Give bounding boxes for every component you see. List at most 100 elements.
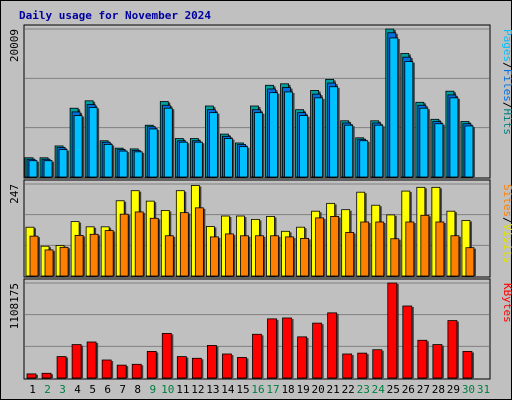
bar-visits-sites-24 bbox=[375, 221, 385, 277]
x-tick-label: 30 bbox=[462, 383, 475, 396]
bar-kbytes-kbytes-18 bbox=[282, 317, 292, 379]
bar-hits-pages-5 bbox=[88, 107, 98, 178]
bar-kbytes-kbytes-27 bbox=[417, 339, 428, 379]
legend-label: Pages bbox=[501, 29, 512, 62]
bar-hits-pages-11 bbox=[178, 141, 188, 178]
x-tick-label: 14 bbox=[221, 383, 235, 396]
bar-hits-pages-23 bbox=[359, 140, 369, 178]
bar-visits-sites-28 bbox=[435, 221, 445, 277]
bar-hits-pages-21 bbox=[329, 86, 339, 178]
bar-visits-sites-4 bbox=[74, 235, 84, 277]
bar-visits-sites-26 bbox=[405, 221, 415, 277]
x-tick-label: 2 bbox=[44, 383, 51, 396]
chart-title: Daily usage for November 2024 bbox=[19, 9, 211, 22]
bar-hits-pages-6 bbox=[103, 144, 113, 178]
bar-hits-pages-7 bbox=[118, 150, 128, 178]
x-tick-label: 15 bbox=[236, 383, 249, 396]
bar-kbytes-kbytes-10 bbox=[161, 333, 172, 379]
bar-kbytes-kbytes-24 bbox=[372, 349, 383, 379]
bar-visits-sites-15 bbox=[240, 235, 249, 277]
x-tick-label: 9 bbox=[149, 383, 156, 396]
bar-kbytes-kbytes-22 bbox=[342, 353, 353, 379]
bar-kbytes-kbytes-30 bbox=[462, 351, 473, 379]
panel-visits-legend: Sites/Visits bbox=[501, 184, 512, 264]
bar-hits-pages-25 bbox=[389, 37, 399, 178]
bar-kbytes-kbytes-21 bbox=[327, 312, 338, 379]
bar-kbytes-kbytes-3 bbox=[56, 356, 67, 379]
panel-kbytes-ymax-label: 1108175 bbox=[8, 283, 21, 329]
bar-kbytes-kbytes-11 bbox=[176, 356, 187, 379]
bar-visits-sites-13 bbox=[209, 236, 219, 277]
bar-hits-pages-12 bbox=[193, 141, 203, 178]
bar-hits-pages-14 bbox=[224, 138, 233, 178]
x-tick-label: 20 bbox=[312, 383, 325, 396]
x-tick-label: 27 bbox=[417, 383, 430, 396]
legend-label: KBytes bbox=[501, 283, 512, 323]
bar-kbytes-kbytes-8 bbox=[131, 363, 142, 379]
x-tick-label: 25 bbox=[387, 383, 400, 396]
bar-hits-pages-17 bbox=[269, 92, 278, 178]
panel-kbytes: 1108175 KBytes bbox=[8, 278, 512, 380]
legend-label: / bbox=[501, 102, 512, 109]
bar-visits-sites-27 bbox=[420, 214, 430, 277]
bar-visits-sites-2 bbox=[44, 249, 54, 277]
bar-hits-pages-1 bbox=[28, 160, 38, 178]
bar-hits-pages-4 bbox=[73, 115, 83, 178]
bar-visits-sites-1 bbox=[29, 235, 39, 277]
x-tick-label: 5 bbox=[89, 383, 96, 396]
bar-visits-sites-5 bbox=[89, 233, 99, 277]
x-tick-label: 12 bbox=[191, 383, 204, 396]
bar-kbytes-kbytes-25 bbox=[387, 282, 398, 379]
x-tick-label: 1 bbox=[29, 383, 36, 396]
bar-kbytes-kbytes-26 bbox=[402, 305, 413, 379]
x-tick-label: 6 bbox=[104, 383, 111, 396]
bar-visits-sites-16 bbox=[255, 235, 264, 277]
bar-hits-pages-10 bbox=[163, 107, 173, 178]
bar-visits-sites-22 bbox=[345, 232, 355, 277]
bar-kbytes-kbytes-12 bbox=[191, 357, 202, 379]
x-tick-label: 16 bbox=[251, 383, 264, 396]
bar-visits-sites-8 bbox=[134, 211, 144, 277]
panel-kbytes-legend: KBytes bbox=[501, 283, 512, 323]
bar-hits-pages-8 bbox=[133, 151, 143, 178]
bar-kbytes-kbytes-5 bbox=[86, 341, 97, 379]
bar-hits-pages-9 bbox=[148, 128, 158, 178]
bar-visits-sites-10 bbox=[164, 235, 174, 277]
bar-visits-sites-12 bbox=[194, 207, 204, 277]
bar-hits-pages-26 bbox=[404, 61, 414, 178]
x-tick-label: 4 bbox=[74, 383, 81, 396]
x-tick-label: 31 bbox=[477, 383, 490, 396]
bar-kbytes-kbytes-13 bbox=[206, 345, 217, 379]
x-tick-label: 11 bbox=[176, 383, 189, 396]
chart-panels: 20009Pages/Files/Hits247Sites/Visits1108… bbox=[8, 24, 512, 380]
bar-kbytes-kbytes-1 bbox=[26, 373, 37, 379]
bar-hits-pages-22 bbox=[344, 124, 354, 178]
bar-kbytes-kbytes-15 bbox=[237, 357, 247, 379]
panel-hits-legend: Pages/Files/Hits bbox=[501, 29, 512, 135]
bar-hits-pages-13 bbox=[208, 112, 218, 178]
bar-hits-pages-3 bbox=[58, 149, 68, 178]
bar-visits-sites-20 bbox=[315, 217, 325, 277]
bar-hits-pages-20 bbox=[314, 97, 324, 178]
x-tick-label: 19 bbox=[296, 383, 309, 396]
x-tick-label: 7 bbox=[119, 383, 126, 396]
bar-visits-sites-14 bbox=[225, 233, 234, 277]
x-tick-label: 17 bbox=[266, 383, 279, 396]
x-tick-label: 21 bbox=[327, 383, 340, 396]
bar-kbytes-kbytes-4 bbox=[71, 344, 82, 379]
legend-label: Hits bbox=[501, 109, 512, 136]
x-tick-label: 13 bbox=[206, 383, 219, 396]
x-tick-label: 24 bbox=[372, 383, 386, 396]
bar-kbytes-kbytes-28 bbox=[432, 344, 443, 379]
legend-label: / bbox=[501, 62, 512, 69]
panel-visits: 247 Sites/Visits bbox=[8, 179, 512, 278]
bar-kbytes-kbytes-6 bbox=[101, 359, 112, 379]
x-axis: 1 2 3 4 5 6 7 8 9 10 11 12 13 14 15 16 17 18 19 20 21 22 23 24 2… bbox=[29, 383, 490, 396]
bar-kbytes-kbytes-23 bbox=[357, 352, 368, 379]
bar-kbytes-kbytes-14 bbox=[222, 353, 232, 379]
bar-hits-pages-30 bbox=[464, 125, 474, 178]
x-tick-label: 8 bbox=[134, 383, 141, 396]
bar-visits-sites-6 bbox=[104, 230, 114, 277]
